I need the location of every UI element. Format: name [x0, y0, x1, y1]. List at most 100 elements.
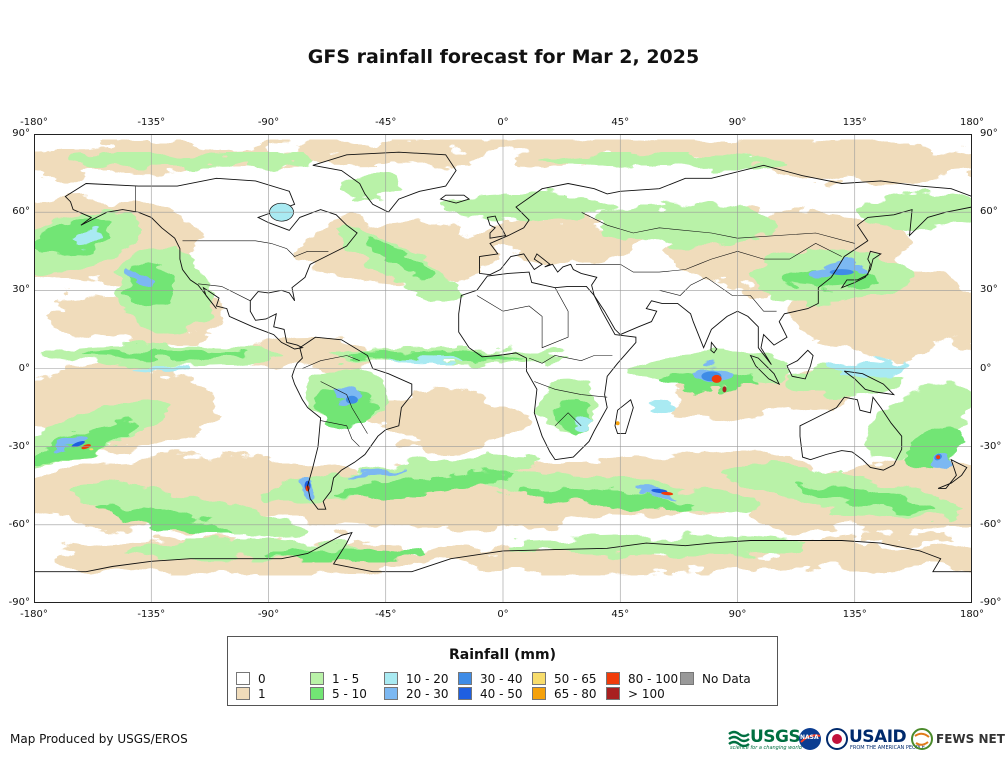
- rain-area: [89, 448, 94, 451]
- rain-area: [266, 550, 427, 563]
- legend-label: 80 - 100: [628, 672, 679, 686]
- lat-tick-label-right: -90°: [980, 597, 1002, 608]
- lon-tick-label-top: -45°: [375, 117, 397, 128]
- legend-swatch: [532, 672, 546, 685]
- legend-item: 30 - 40: [458, 672, 523, 686]
- country-border: [528, 355, 613, 364]
- legend-label: 65 - 80: [554, 687, 597, 701]
- legend-swatch: [606, 672, 620, 685]
- legend-item: 0: [236, 672, 266, 686]
- rain-area: [347, 350, 528, 361]
- country-border: [659, 276, 777, 312]
- legend-swatch: [458, 672, 472, 685]
- lon-tick-label-top: -90°: [257, 117, 280, 128]
- country-border: [476, 287, 569, 349]
- usgs-tagline: science for a changing world: [730, 745, 802, 751]
- rain-area: [509, 535, 810, 556]
- rain-area: [399, 139, 920, 160]
- rain-area: [798, 484, 937, 514]
- legend-label: 1 - 5: [332, 672, 360, 686]
- lat-tick-label-left: -90°: [8, 597, 30, 608]
- lon-tick-label-bottom: -180°: [20, 609, 48, 620]
- usgs-wave-icon: [728, 730, 750, 748]
- fewsnet-globe-icon: [911, 728, 933, 750]
- lat-tick-label-right: 90°: [980, 128, 998, 139]
- nasa-logo: NASA: [800, 734, 819, 741]
- lon-tick-label-bottom: -135°: [137, 609, 166, 620]
- legend-swatch: [236, 672, 250, 685]
- lat-tick-label-left: 90°: [12, 128, 30, 139]
- new-guinea-outline: [844, 370, 896, 396]
- british-isles-outline: [486, 215, 507, 239]
- lat-tick-label-right: 0°: [980, 362, 992, 374]
- greenland-outline: [312, 151, 457, 213]
- rain-area: [722, 386, 727, 393]
- rain-area: [260, 454, 538, 502]
- rain-area: [439, 192, 620, 221]
- australia-outline: [799, 396, 903, 471]
- legend-item: 1: [236, 687, 266, 701]
- country-border: [581, 211, 855, 244]
- rain-area: [571, 414, 592, 427]
- rain-area: [56, 434, 91, 449]
- fewsnet-logo: FEWS NET: [936, 732, 1005, 746]
- country-border: [554, 412, 582, 427]
- rain-area: [773, 147, 972, 184]
- agency-logos: USGS science for a changing world NASA U…: [728, 724, 1005, 754]
- legend-label: 50 - 65: [554, 672, 597, 686]
- map-credit: Map Produced by USGS/EROS: [10, 732, 188, 746]
- lon-tick-label-bottom: -90°: [257, 609, 280, 620]
- map-title: GFS rainfall forecast for Mar 2, 2025: [307, 46, 700, 68]
- country-border: [182, 240, 329, 257]
- rain-area: [70, 152, 311, 169]
- usaid-logo: USAID: [849, 727, 907, 747]
- legend-swatch: [532, 687, 546, 700]
- graticule: [34, 134, 972, 603]
- lon-tick-label-top: 45°: [611, 117, 630, 128]
- legend-item: 5 - 10: [310, 687, 367, 701]
- rain-area: [517, 487, 697, 510]
- lat-tick-label-left: 30°: [12, 284, 30, 296]
- country-border: [534, 381, 608, 398]
- legend-item: > 100: [606, 687, 665, 701]
- lon-tick-label-bottom: 45°: [611, 609, 630, 620]
- lon-tick-label-top: 90°: [728, 117, 747, 128]
- rain-area: [34, 419, 138, 464]
- lon-tick-label-top: -135°: [137, 117, 166, 128]
- rainfall-map: [34, 134, 972, 603]
- rain-area: [363, 237, 434, 281]
- country-border: [198, 283, 251, 302]
- lon-tick-label-top: -180°: [20, 117, 48, 128]
- rain-area: [70, 231, 102, 246]
- madagascar-outline: [614, 399, 634, 435]
- legend-swatch: [458, 687, 472, 700]
- north-america-outline: [64, 177, 358, 350]
- rain-area: [247, 339, 368, 372]
- legend-label: > 100: [628, 687, 665, 701]
- continent-outlines: [34, 151, 972, 573]
- rain-area: [615, 421, 620, 426]
- lon-tick-label-top: 135°: [842, 117, 867, 128]
- iceland-outline: [439, 194, 471, 204]
- legend-item: 80 - 100: [606, 672, 678, 686]
- rain-area: [345, 395, 358, 404]
- rain-area: [84, 350, 245, 361]
- legend-label: 30 - 40: [480, 672, 523, 686]
- lat-tick-label-left: 60°: [12, 206, 30, 218]
- legend-item: 20 - 30: [384, 687, 449, 701]
- legend-item: 50 - 65: [532, 672, 597, 686]
- rain-area: [335, 474, 515, 498]
- legend-item: No Data: [680, 672, 751, 686]
- usgs-logo: USGS: [750, 727, 801, 747]
- usaid-tagline: FROM THE AMERICAN PEOPLE: [850, 745, 925, 751]
- legend-swatch: [236, 687, 250, 700]
- new-zealand-outline: [937, 458, 968, 489]
- rain-area: [773, 538, 972, 575]
- rain-area: [389, 357, 460, 364]
- borneo-outline: [786, 349, 814, 380]
- legend-swatch: [384, 687, 398, 700]
- legend-label: 1: [258, 687, 266, 701]
- legend-label: 0: [258, 672, 266, 686]
- rain-area: [595, 203, 776, 248]
